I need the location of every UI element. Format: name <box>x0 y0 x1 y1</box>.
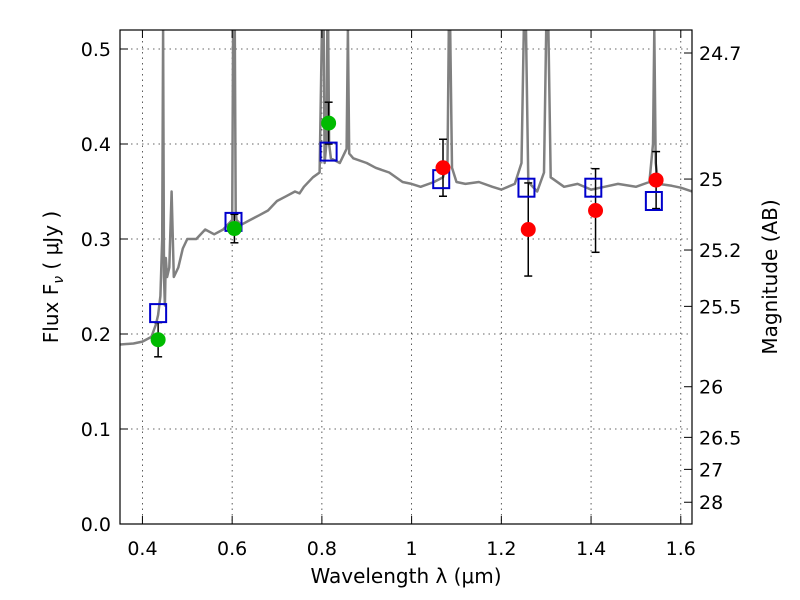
red-data-point <box>648 172 664 188</box>
x-tick-label: 0.4 <box>127 538 157 560</box>
y-axis-label-unit: ( μJy ) <box>39 211 63 276</box>
right-tick-label: 26.5 <box>699 427 741 449</box>
red-data-point <box>588 203 604 218</box>
right-tick-label: 28 <box>699 492 723 514</box>
y-axis-label: Flux Fν ( μJy ) <box>39 211 67 343</box>
y-tick-label: 0.1 <box>81 419 111 441</box>
right-tick-label: 27 <box>699 459 723 481</box>
ticks: 0.4 0.6 0.8 1 1.2 1.4 1.6 0.0 0.1 0.2 0.3 0.4 0.5 24.… <box>81 30 741 560</box>
y-tick-label: 0.0 <box>81 514 111 536</box>
markers <box>149 115 664 348</box>
green-data-point <box>321 115 337 131</box>
plot-frame <box>119 29 693 525</box>
model-square-marker <box>319 141 338 162</box>
x-tick-label: 0.8 <box>307 538 337 560</box>
x-tick-label: 1.2 <box>486 538 516 560</box>
green-data-point <box>150 332 166 348</box>
grid-lines <box>120 30 692 525</box>
model-square-marker <box>584 177 603 198</box>
right-tick-label: 24.7 <box>699 43 741 65</box>
x-tick-label: 1.4 <box>576 538 606 560</box>
green-data-point <box>226 221 242 237</box>
right-tick-label: 26 <box>699 377 723 399</box>
y-tick-label: 0.3 <box>81 229 111 251</box>
spectrum-line <box>120 30 692 346</box>
right-axis-label: Magnitude (AB) <box>758 199 782 354</box>
model-square-marker <box>517 177 536 198</box>
data-layer <box>120 30 692 346</box>
y-axis-label-main: Flux F <box>39 284 63 343</box>
x-tick-label: 0.6 <box>217 538 247 560</box>
x-axis-label: Wavelength λ (μm) <box>310 564 501 588</box>
red-data-point <box>435 160 451 176</box>
right-tick-label: 25 <box>699 169 723 191</box>
y-tick-label: 0.2 <box>81 324 111 346</box>
model-square-marker <box>149 303 168 324</box>
red-data-point <box>520 222 536 237</box>
x-tick-label: 1 <box>406 538 418 560</box>
right-tick-label: 25.5 <box>699 296 741 318</box>
y-tick-label: 0.5 <box>81 39 111 61</box>
y-tick-label: 0.4 <box>81 134 111 156</box>
x-tick-label: 1.6 <box>666 538 696 560</box>
right-tick-label: 25.2 <box>699 240 741 262</box>
y-axis-label-sub: ν <box>51 276 67 284</box>
model-square-marker <box>644 191 663 211</box>
